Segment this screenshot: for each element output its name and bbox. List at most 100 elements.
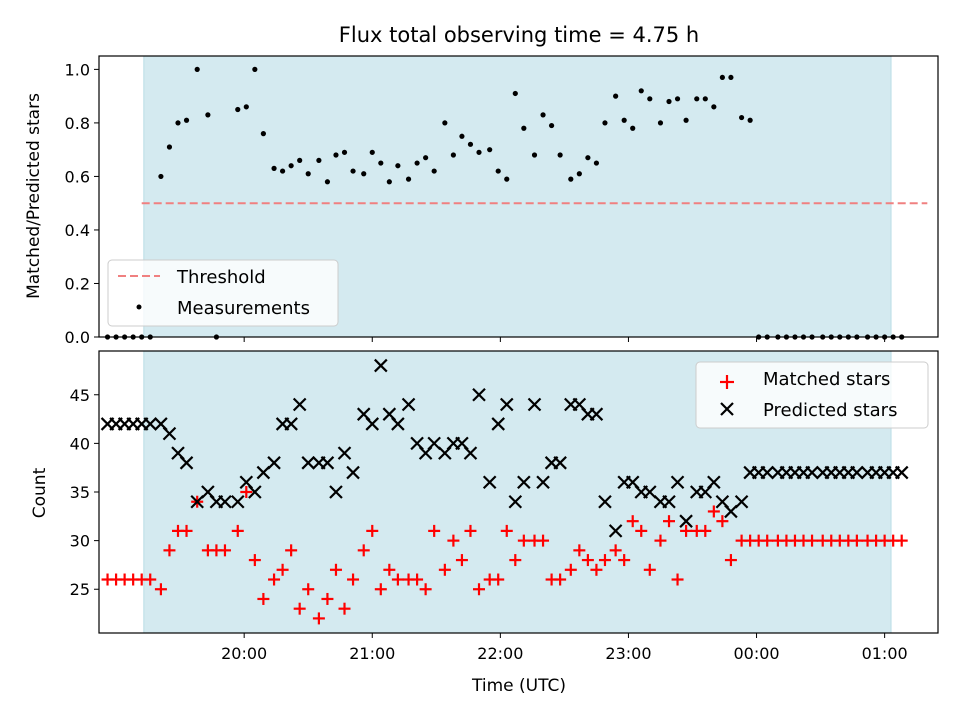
matched-star-point	[564, 563, 577, 576]
predicted-star-stroke-b	[154, 417, 168, 431]
matched-star-point	[895, 534, 908, 547]
predicted-star-point	[337, 446, 352, 460]
predicted-star-point	[391, 417, 405, 431]
measurement-point	[260, 131, 266, 137]
matched-star-point	[357, 544, 370, 557]
predicted-star-stroke-b	[346, 465, 360, 480]
measurement-point	[702, 96, 708, 102]
bottom-y-axis-label: Count	[30, 467, 50, 518]
measurement-point	[297, 157, 303, 163]
predicted-star-stroke-b	[508, 494, 523, 509]
predicted-star-point	[850, 465, 864, 480]
measurement-point	[568, 176, 574, 182]
predicted-stars-layer	[100, 358, 909, 538]
matched-star-point	[598, 554, 611, 567]
measurement-point	[504, 176, 510, 182]
predicted-star-stroke-b	[850, 465, 864, 480]
measurement-point	[512, 90, 518, 97]
bottom-y-tick-label: 40	[70, 434, 90, 453]
predicted-star-stroke-b	[625, 475, 640, 490]
predicted-star-stroke-b	[608, 524, 623, 538]
bottom-legend: Matched stars Predicted stars	[695, 361, 929, 429]
measurement-point	[175, 120, 181, 126]
predicted-star-point	[179, 456, 194, 470]
predicted-star-point	[267, 456, 281, 470]
measurement-point	[683, 117, 689, 123]
measurement-point	[166, 144, 173, 150]
predicted-star-stroke-b	[679, 514, 693, 528]
predicted-star-stroke-b	[401, 397, 416, 412]
predicted-star-stroke-b	[894, 465, 909, 480]
matched-star-point	[154, 583, 167, 596]
predicted-star-stroke-b	[662, 494, 676, 509]
matched-star-point	[144, 573, 157, 586]
predicted-star-point	[670, 475, 685, 490]
bottom-y-tick-label: 25	[70, 580, 90, 599]
predicted-star-stroke-b	[463, 446, 478, 460]
measurement-point	[666, 98, 672, 105]
predicted-star-stroke-b	[553, 456, 567, 470]
predicted-star-stroke-b	[179, 456, 194, 470]
bottom-x-tick-label: 00:00	[733, 644, 779, 663]
predicted-star-point	[218, 494, 232, 509]
bottom-x-tick-label: 23:00	[605, 644, 651, 663]
matched-stars-legend-swatch	[720, 375, 734, 389]
matched-star-point	[509, 554, 522, 567]
matched-star-point	[537, 534, 550, 547]
predicted-star-stroke-b	[190, 494, 204, 509]
predicted-star-stroke-b	[218, 494, 232, 509]
predicted-star-stroke-b	[256, 465, 271, 480]
matched-star-point	[438, 563, 451, 576]
matched-star-point	[464, 524, 477, 537]
matched-star-point	[268, 573, 281, 586]
matched-star-point	[293, 602, 306, 615]
threshold-legend-label: Threshold	[176, 267, 266, 288]
measurement-point	[694, 96, 700, 102]
predicted-stars-legend-swatch	[720, 402, 734, 416]
predicted-star-point	[292, 397, 307, 412]
predicted-star-point	[374, 358, 388, 373]
predicted-star-stroke-b	[337, 446, 352, 460]
matched-star-point	[663, 515, 676, 528]
predicted-star-point	[365, 417, 380, 431]
top-panel: 0.0 0.2 0.4 0.6 0.8 1.0 Matched/Predicted sta…	[24, 55, 939, 347]
matched-star-point	[761, 534, 774, 547]
predicted-star-point	[527, 397, 542, 412]
predicted-star-stroke-b	[707, 475, 721, 490]
top-y-tick-label: 1.0	[65, 60, 90, 79]
predicted-star-stroke-b	[171, 446, 185, 460]
matched-star-point	[321, 592, 334, 605]
predicted-star-point	[724, 504, 738, 519]
top-y-tick-label: 0.0	[65, 328, 90, 347]
measurement-point	[613, 93, 619, 99]
predicted-star-point	[143, 417, 158, 431]
matched-stars-layer	[101, 486, 908, 625]
predicted-star-point	[320, 456, 335, 470]
measurements-legend-label: Measurements	[177, 298, 310, 319]
measurement-point	[341, 149, 348, 155]
predicted-star-point	[427, 436, 441, 451]
measurement-point	[378, 160, 384, 166]
predicted-stars-legend-label: Predicted stars	[763, 400, 897, 421]
matched-star-point	[850, 534, 863, 547]
measurement-point	[442, 120, 448, 126]
predicted-star-point	[679, 514, 693, 528]
bottom-x-tick-label: 20:00	[221, 644, 267, 663]
matched-star-point	[285, 544, 298, 557]
predicted-star-stroke-b	[715, 494, 730, 509]
predicted-star-point	[491, 417, 505, 431]
measurement-point	[205, 112, 211, 118]
matched-star-point	[699, 524, 712, 537]
predicted-star-point	[284, 417, 298, 431]
measurement-point	[158, 173, 164, 180]
predicted-star-point	[482, 475, 497, 490]
predicted-star-point	[248, 485, 262, 499]
measurement-point	[288, 163, 294, 169]
top-y-tick-label: 0.6	[65, 167, 90, 186]
predicted-star-stroke-b	[589, 407, 604, 421]
predicted-star-stroke-b	[365, 417, 380, 431]
chart-title: Flux total observing time = 4.75 h	[339, 23, 699, 47]
predicted-star-point	[401, 397, 416, 412]
top-y-tick-label: 0.8	[65, 114, 90, 133]
matched-star-point	[680, 524, 693, 537]
